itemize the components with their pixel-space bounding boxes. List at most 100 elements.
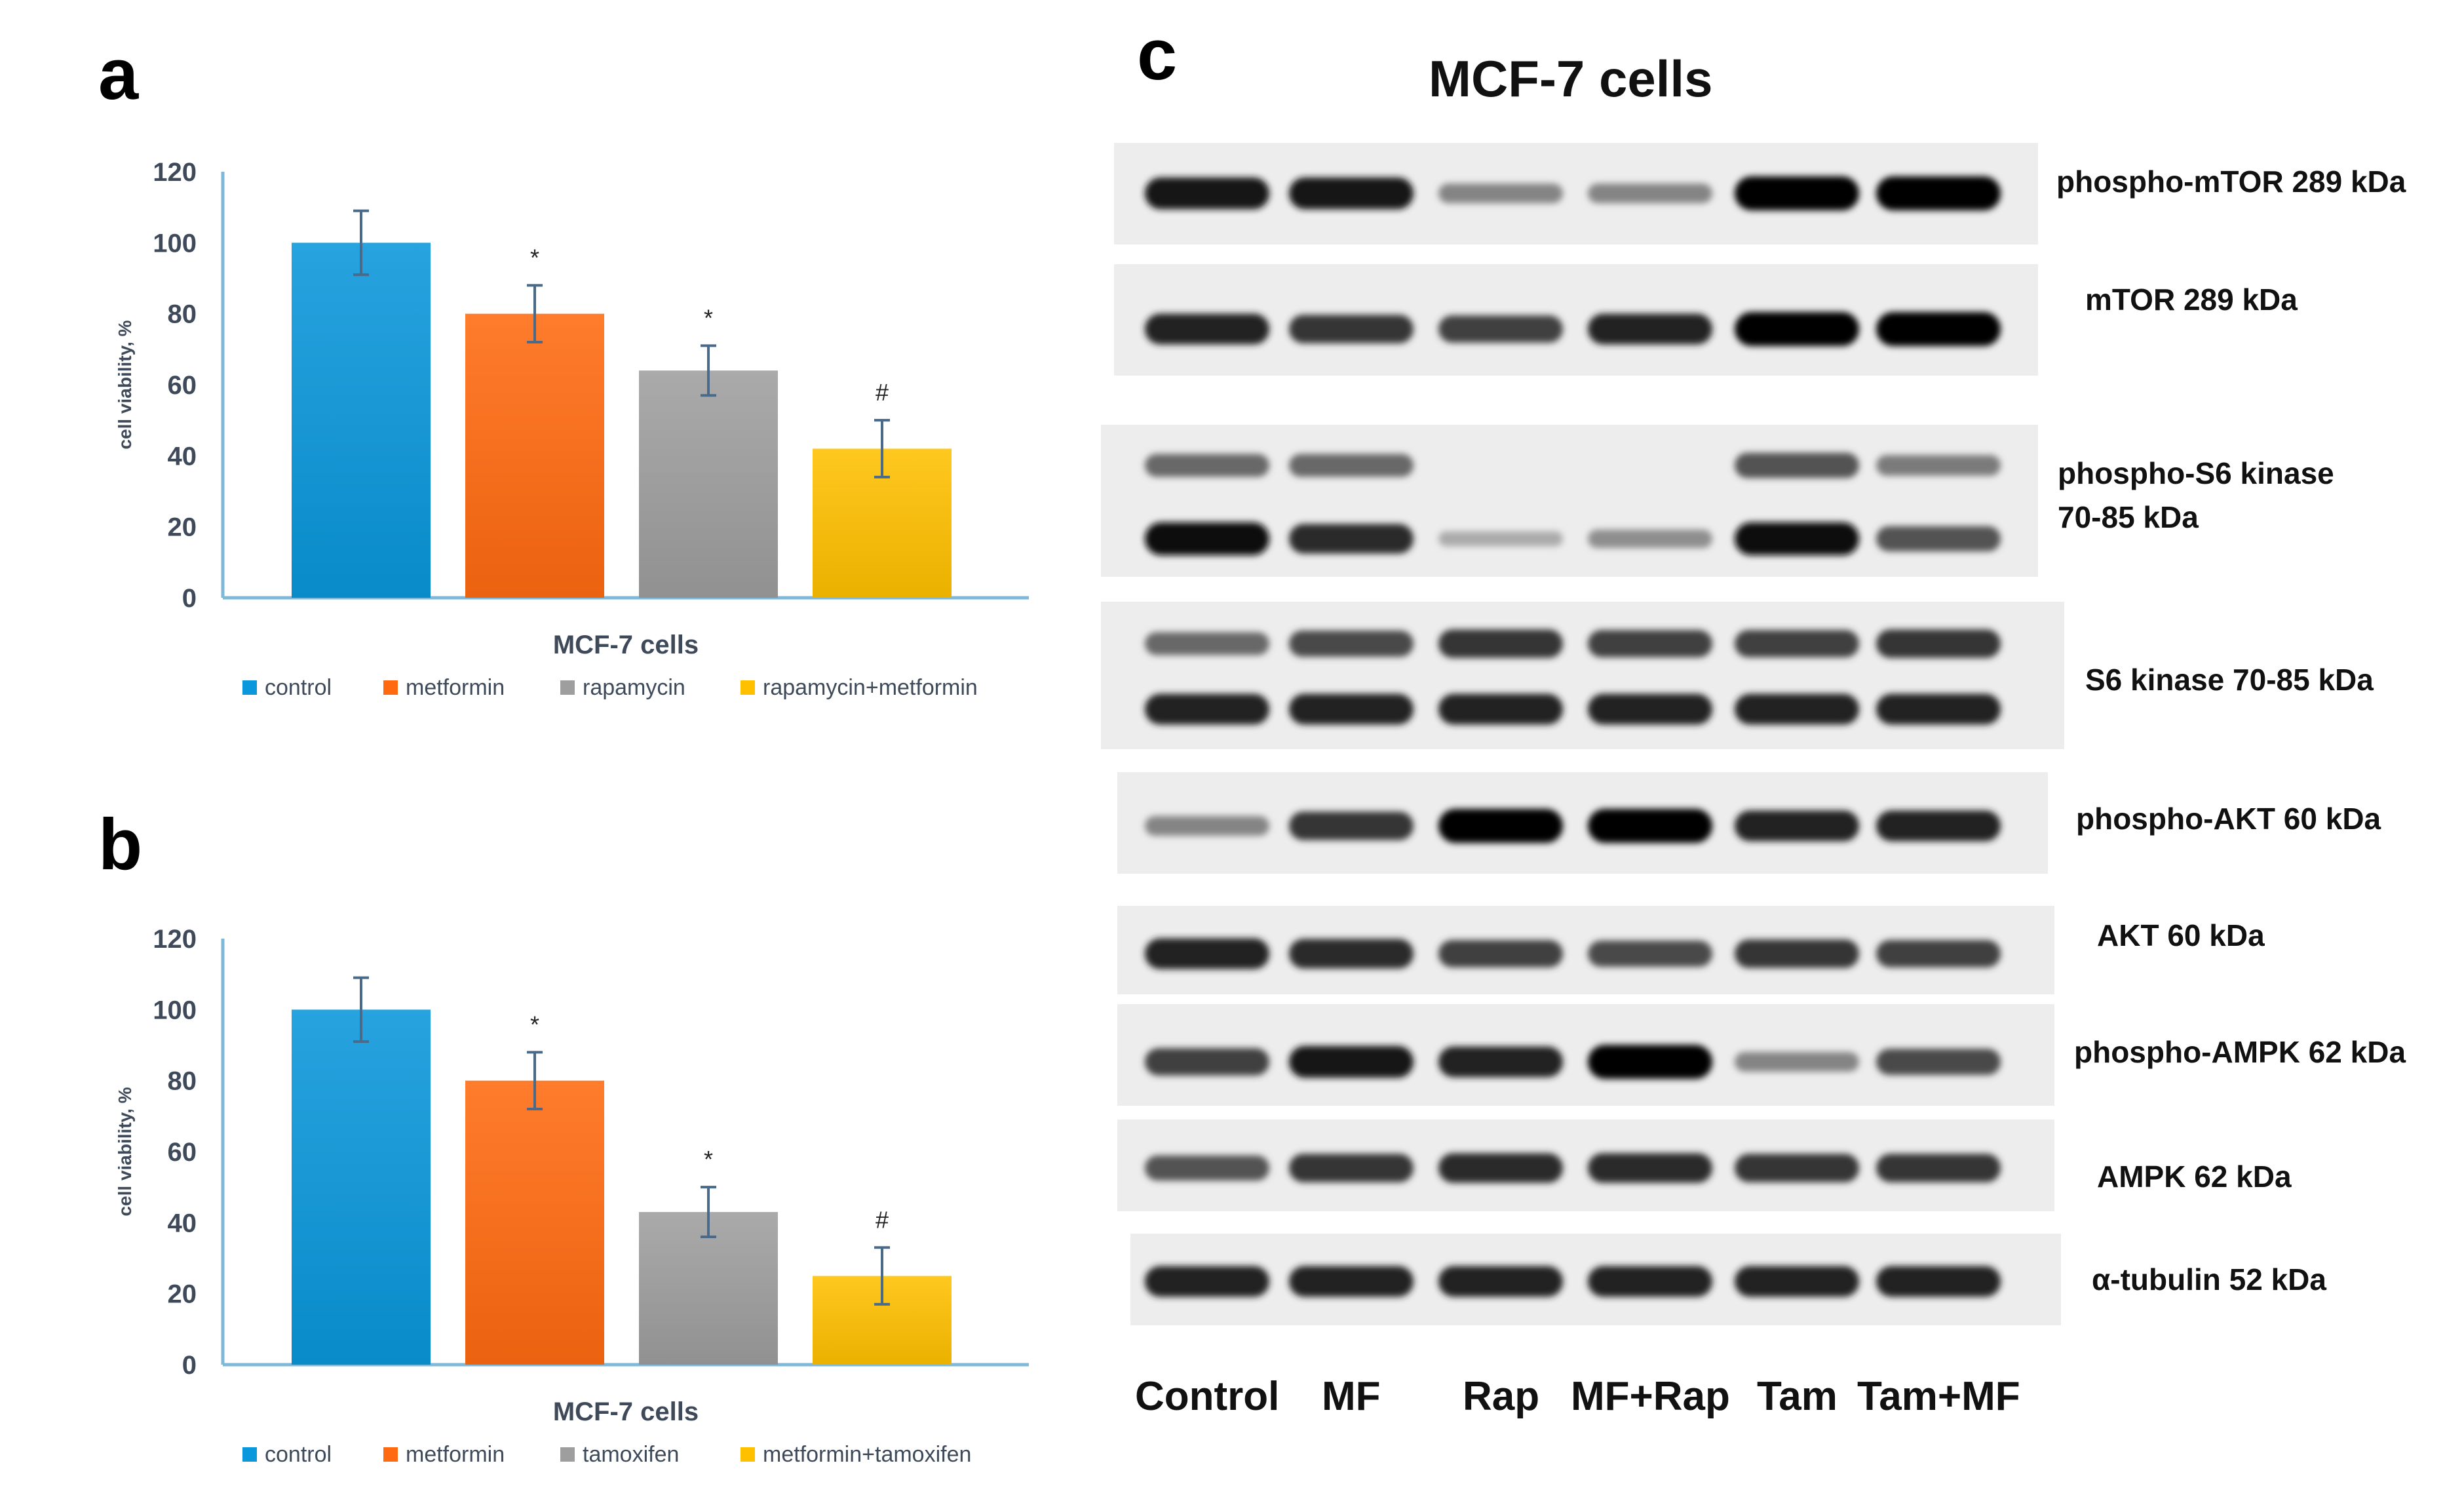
x-axis-label: MCF-7 cells (553, 1397, 699, 1426)
blot-band (1145, 1048, 1269, 1076)
blot-band (1588, 1045, 1712, 1079)
significance-marker: * (530, 244, 539, 271)
significance-marker: # (876, 1206, 889, 1233)
legend-swatch (383, 1447, 398, 1462)
significance-marker: * (530, 1011, 539, 1038)
blot-band (1876, 940, 2001, 967)
legend-label: rapamycin+metformin (763, 675, 978, 700)
blot-band (1876, 176, 2001, 210)
blot-band (1588, 630, 1712, 657)
blot-band (1588, 1266, 1712, 1297)
blot-band (1289, 693, 1414, 725)
y-tick-label: 60 (168, 1138, 197, 1167)
legend-swatch (242, 680, 257, 695)
blot-band (1735, 939, 1859, 968)
blot-band (1588, 809, 1712, 843)
blot-row-label: phospho-S6 kinase (2058, 456, 2334, 490)
y-tick-label: 100 (153, 229, 197, 258)
blot-band (1438, 809, 1563, 843)
blot-band (1876, 455, 2001, 476)
blot-band (1876, 312, 2001, 346)
blot-band (1588, 693, 1712, 725)
blot-band (1145, 1266, 1269, 1297)
legend-label: metformin (406, 675, 505, 700)
blot-row-label: phospho-AMPK 62 kDa (2074, 1035, 2406, 1069)
blot-band (1438, 184, 1563, 203)
panel-letter-b: b (98, 804, 143, 885)
blot-row-label: α-tubulin 52 kDa (2092, 1262, 2326, 1296)
lane-label: Tam (1757, 1374, 1838, 1419)
y-tick-label: 20 (168, 1280, 197, 1309)
legend-swatch (560, 1447, 575, 1462)
bar-rapamycin (639, 370, 778, 598)
bar-chart-a: 0 20 40 60 80 100 120 cell viability, % * * # MCF-7… (115, 158, 1029, 700)
blot-band (1876, 693, 2001, 725)
blot-row-label: AMPK 62 kDa (2097, 1160, 2292, 1194)
bar-metformin (465, 1080, 604, 1365)
lane-label: Tam+MF (1857, 1374, 2020, 1419)
legend-swatch (741, 1447, 755, 1462)
bar-chart-b: 0 20 40 60 80 100 120 cell viability, % * * # MCF-7… (115, 925, 1029, 1467)
blot-band (1289, 524, 1414, 554)
blot-band (1289, 630, 1414, 657)
blot-band (1438, 693, 1563, 725)
blot-band (1735, 312, 1859, 346)
blot-row-label: phospho-AKT 60 kDa (2076, 802, 2381, 836)
blot-band (1289, 811, 1414, 840)
y-tick-label: 120 (153, 158, 197, 187)
blot-band (1145, 938, 1269, 969)
blot-band (1876, 810, 2001, 842)
blot-row-label: AKT 60 kDa (2097, 918, 2265, 952)
legend-label: tamoxifen (583, 1442, 679, 1467)
blot-band (1735, 630, 1859, 657)
blot-band (1145, 522, 1269, 556)
legend-swatch (560, 680, 575, 695)
blot-band (1145, 816, 1269, 836)
blot-band (1588, 940, 1712, 967)
blot-band (1145, 313, 1269, 345)
blot-band (1876, 526, 2001, 552)
blot-band (1735, 1154, 1859, 1182)
blot-band (1735, 693, 1859, 725)
blot-band (1289, 1045, 1414, 1078)
lane-label: MF+Rap (1571, 1374, 1730, 1419)
blot-band (1588, 313, 1712, 345)
y-tick-label: 40 (168, 442, 197, 471)
legend-label: rapamycin (583, 675, 685, 700)
blot-strip (1101, 602, 2064, 749)
y-axis-label: cell viability, % (115, 1087, 135, 1216)
legend-swatch (741, 680, 755, 695)
blot-row-label-line2: 70-85 kDa (2058, 500, 2199, 534)
y-tick-label: 100 (153, 996, 197, 1024)
blot-band (1735, 176, 1859, 210)
legend-label: control (265, 675, 332, 700)
blot-band (1438, 1266, 1563, 1297)
blot-band (1438, 940, 1563, 967)
y-tick-label: 0 (182, 1351, 197, 1380)
blot-band (1588, 1153, 1712, 1183)
blot-band (1289, 1266, 1414, 1297)
y-axis-label: cell viability, % (115, 320, 135, 449)
blot-band (1438, 315, 1563, 343)
blot-band (1145, 632, 1269, 655)
panel-letter-a: a (98, 34, 139, 115)
significance-marker: * (704, 1146, 713, 1173)
blot-row-label: mTOR 289 kDa (2085, 283, 2298, 317)
blot-band (1588, 529, 1712, 549)
blot-band (1438, 531, 1563, 547)
bar-control (292, 243, 431, 598)
blot-band (1876, 1266, 2001, 1297)
blot-band (1145, 693, 1269, 725)
blot-band (1735, 522, 1859, 556)
blot-band (1735, 452, 1859, 478)
lane-label: Rap (1463, 1374, 1540, 1419)
y-tick-label: 80 (168, 1067, 197, 1096)
blot-band (1735, 1052, 1859, 1072)
blot-band (1145, 1155, 1269, 1181)
y-tick-label: 120 (153, 925, 197, 954)
panel-letter-c: c (1137, 14, 1178, 95)
blot-band (1588, 184, 1712, 203)
blot-band (1438, 629, 1563, 658)
y-tick-label: 0 (182, 584, 197, 613)
